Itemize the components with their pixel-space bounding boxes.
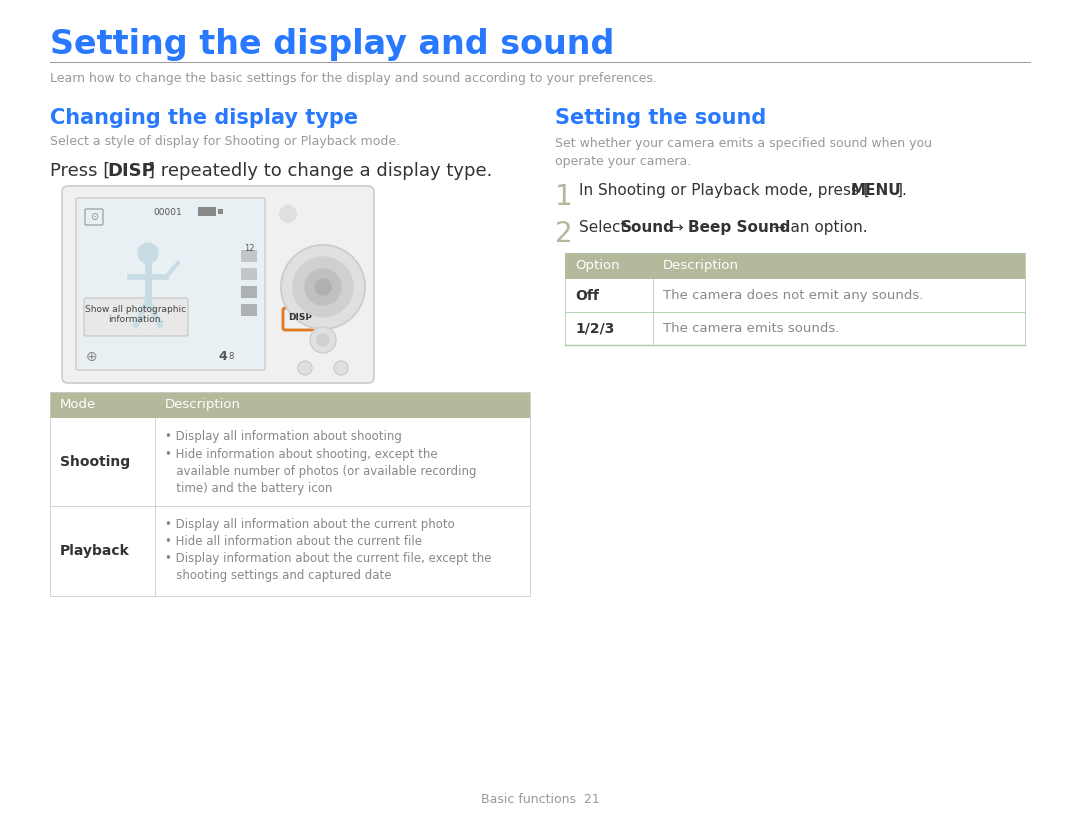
FancyBboxPatch shape xyxy=(84,298,188,336)
Text: Description: Description xyxy=(663,259,739,272)
Text: In Shooting or Playback mode, press [: In Shooting or Playback mode, press [ xyxy=(579,183,869,198)
Text: Playback: Playback xyxy=(60,544,130,558)
Bar xyxy=(565,312,1025,345)
Bar xyxy=(241,304,257,316)
Bar xyxy=(565,253,1025,279)
Text: Setting the sound: Setting the sound xyxy=(555,108,766,128)
Text: 2: 2 xyxy=(555,220,572,248)
Text: Sound: Sound xyxy=(621,220,675,235)
Bar xyxy=(241,268,257,280)
Circle shape xyxy=(315,279,330,295)
Text: The camera emits sounds.: The camera emits sounds. xyxy=(663,323,839,336)
Circle shape xyxy=(305,269,341,305)
Text: Set whether your camera emits a specified sound when you
operate your camera.: Set whether your camera emits a specifie… xyxy=(555,137,932,168)
Text: Learn how to change the basic settings for the display and sound according to yo: Learn how to change the basic settings f… xyxy=(50,72,657,85)
Text: Mode: Mode xyxy=(60,398,96,411)
Text: Basic functions  21: Basic functions 21 xyxy=(481,793,599,806)
Circle shape xyxy=(318,334,329,346)
Text: → an option.: → an option. xyxy=(768,220,867,235)
FancyBboxPatch shape xyxy=(85,209,103,225)
Text: Press [: Press [ xyxy=(50,162,110,180)
Text: Off: Off xyxy=(575,289,599,303)
Text: The camera does not emit any sounds.: The camera does not emit any sounds. xyxy=(663,289,923,302)
FancyBboxPatch shape xyxy=(76,198,265,370)
Text: • Hide information about shooting, except the
   available number of photos (or : • Hide information about shooting, excep… xyxy=(165,448,476,495)
Circle shape xyxy=(280,206,296,222)
Text: DISP: DISP xyxy=(107,162,154,180)
Text: ].: ]. xyxy=(897,183,908,198)
Text: 8: 8 xyxy=(228,352,233,361)
Text: DISP: DISP xyxy=(288,312,312,321)
Bar xyxy=(218,209,222,214)
Text: 00001: 00001 xyxy=(153,208,181,217)
Circle shape xyxy=(281,245,365,329)
Text: 1/2/3: 1/2/3 xyxy=(575,322,615,336)
Text: 1: 1 xyxy=(555,183,572,211)
Bar xyxy=(241,250,257,262)
Circle shape xyxy=(334,361,348,375)
Text: ] repeatedly to change a display type.: ] repeatedly to change a display type. xyxy=(148,162,492,180)
Bar xyxy=(565,279,1025,312)
Text: ⊕: ⊕ xyxy=(86,350,97,364)
FancyBboxPatch shape xyxy=(283,308,318,330)
Text: 12: 12 xyxy=(244,244,254,253)
Text: Beep Sound: Beep Sound xyxy=(688,220,791,235)
FancyBboxPatch shape xyxy=(62,186,374,383)
Text: Select: Select xyxy=(579,220,632,235)
Text: • Display all information about shooting: • Display all information about shooting xyxy=(165,430,402,443)
Text: Description: Description xyxy=(165,398,241,411)
Bar xyxy=(50,392,530,418)
Bar xyxy=(50,418,530,506)
Text: Option: Option xyxy=(575,259,620,272)
Bar xyxy=(198,207,216,216)
Text: Show all photographic
information.: Show all photographic information. xyxy=(85,305,187,324)
Text: Select a style of display for Shooting or Playback mode.: Select a style of display for Shooting o… xyxy=(50,135,400,148)
Text: • Display all information about the current photo
• Hide all information about t: • Display all information about the curr… xyxy=(165,518,491,582)
Text: ⊙: ⊙ xyxy=(90,212,98,222)
Bar xyxy=(50,506,530,596)
Text: Changing the display type: Changing the display type xyxy=(50,108,359,128)
Text: Setting the display and sound: Setting the display and sound xyxy=(50,28,615,61)
Text: →: → xyxy=(666,220,689,235)
Circle shape xyxy=(298,361,312,375)
Circle shape xyxy=(293,257,353,317)
Text: MENU: MENU xyxy=(851,183,902,198)
Bar xyxy=(241,286,257,298)
Text: 4: 4 xyxy=(218,350,227,363)
Text: Shooting: Shooting xyxy=(60,455,130,469)
Circle shape xyxy=(138,243,158,263)
Circle shape xyxy=(310,327,336,353)
